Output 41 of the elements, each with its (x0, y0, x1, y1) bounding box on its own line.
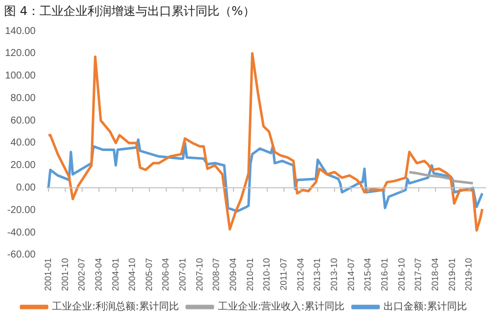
legend-label: 工业企业:利润总额:累计同比 (52, 300, 179, 313)
legend-label: 工业企业:营业收入:累计同比 (218, 300, 345, 313)
x-tick-label: 2007-01 (178, 258, 188, 291)
x-tick-label: 2008-07 (211, 258, 222, 291)
x-tick-label: 2012-04 (295, 258, 306, 291)
x-tick-label: 2019-01 (446, 258, 457, 291)
x-tick-label: 2011-07 (278, 258, 289, 290)
x-tick-label: 2009-04 (228, 258, 238, 291)
y-tick-label: 60.00 (10, 115, 36, 126)
y-tick-label: -40.00 (7, 227, 36, 238)
x-tick-label: 2013-10 (329, 258, 340, 291)
chart-title: 图 4：工业企业利润增速与出口累计同比（%） (4, 3, 255, 20)
x-tick-label: 2006-04 (160, 258, 171, 291)
x-tick-label: 2018-04 (430, 258, 440, 291)
y-tick-label: 80.00 (10, 92, 36, 104)
y-tick-label: -60.00 (7, 250, 36, 261)
y-tick-label: 40.00 (10, 138, 36, 149)
x-tick-label: 2016-01 (380, 258, 390, 291)
x-tick-label: 2001-10 (60, 258, 70, 291)
y-tick-label: 120.00 (4, 48, 36, 60)
x-tick-label: 2016-10 (396, 258, 406, 291)
x-tick-label: 2019-10 (464, 258, 474, 291)
legend-label: 出口金额:累计同比 (384, 300, 467, 313)
x-tick-label: 2005-07 (144, 258, 154, 291)
x-tick-label: 2003-04 (93, 258, 104, 291)
y-tick-label: -20.00 (7, 204, 36, 216)
x-tick-label: 2014-07 (346, 258, 356, 291)
y-tick-label: 140.00 (4, 26, 36, 37)
x-tick-label: 2004-01 (110, 258, 120, 291)
y-tick-label: 0.00 (16, 182, 36, 194)
x-tick-label: 2015-04 (362, 258, 373, 291)
x-tick-label: 2002-07 (76, 258, 87, 291)
x-tick-label: 2004-10 (127, 258, 138, 291)
x-tick-label: 2001-01 (42, 258, 53, 291)
x-tick-label: 2013-01 (312, 258, 322, 291)
x-tick-label: 2017-07 (413, 258, 424, 291)
x-tick-label: 2007-10 (194, 258, 204, 291)
x-tick-label: 2010-01 (244, 258, 255, 291)
y-tick-label: 20.00 (10, 160, 36, 172)
x-tick-label: 2010-10 (262, 258, 272, 291)
y-tick-label: 100.00 (4, 70, 36, 82)
